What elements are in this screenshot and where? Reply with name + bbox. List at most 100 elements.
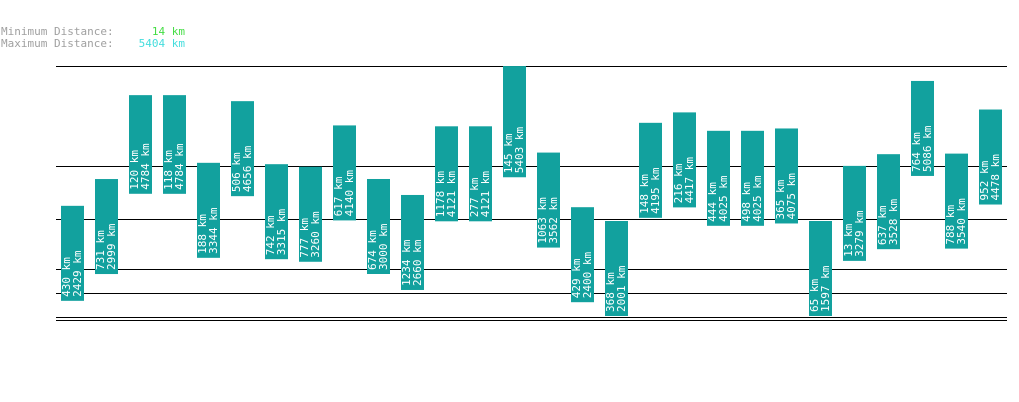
bar-max-label: 2660 km [411,239,424,286]
range-bar [843,165,866,261]
range-bar [367,178,390,274]
bar-min-label: 120 km [128,150,141,190]
bar-min-label: 145 km [502,133,515,173]
bar-min-label: 277 km [468,177,481,217]
range-bar [775,128,798,224]
bar-min-label: 65 km [808,279,821,312]
bar-min-label: 674 km [366,230,379,270]
range-bar [163,95,186,194]
range-bar [945,153,968,249]
bar-max-label: 3279 km [853,210,866,257]
minimum-distance-value: 14 km [151,25,185,38]
bar-max-label: 4417 km [683,157,696,204]
bar-max-label: 4140 km [343,170,356,217]
minimum-distance-label: Minimum Distance: [1,25,114,38]
minimum-distance-stat: Minimum Distance: 14 km [1,26,185,38]
range-bar [333,125,356,221]
bar-min-label: 731 km [94,230,107,270]
bar-min-label: 764 km [910,132,923,172]
bar-min-label: 365 km [774,179,787,219]
range-bar [265,164,288,260]
bar-max-label: 2999 km [105,223,118,270]
bar-max-label: 4025 km [751,175,764,222]
range-bar [129,95,152,194]
bar-min-label: 742 km [264,215,277,255]
bar-min-label: 430 km [60,257,73,297]
maximum-distance-value: 5404 km [138,37,185,50]
bar-min-label: 429 km [570,258,583,298]
bar-max-label: 4121 km [479,171,492,218]
bar-max-label: 3540 km [955,198,968,245]
bar-max-label: 3315 km [275,208,288,255]
bar-max-label: 4784 km [173,143,186,190]
range-bar [605,221,628,316]
bar-min-label: 1234 km [400,239,413,286]
bar-min-label: 506 km [230,152,243,192]
bar-max-label: 4025 km [717,175,730,222]
bar-max-label: 1597 km [819,265,832,312]
bar-max-label: 4195 km [649,167,662,214]
range-bar [435,126,458,222]
maximum-distance-label: Maximum Distance: [1,37,114,50]
bar-max-label: 5403 km [513,127,526,174]
range-bar [979,109,1002,205]
maximum-distance-stat: Maximum Distance: 5404 km [1,38,185,50]
bar-min-label: 637 km [876,205,889,245]
bar-min-label: 777 km [298,218,311,258]
range-bar [809,221,832,316]
range-bar [197,162,220,258]
bar-max-label: 3344 km [207,207,220,254]
range-bar [911,80,934,176]
range-bar [571,207,594,303]
range-bar [95,179,118,275]
bar-max-label: 4075 km [785,173,798,220]
bar-max-label: 3000 km [377,223,390,270]
bar-max-label: 5086 km [921,125,934,172]
range-bar [741,130,764,226]
bar-min-label: 444 km [706,182,719,222]
range-bar [877,154,900,250]
bar-min-label: 1063 km [536,197,549,244]
bar-max-label: 2429 km [71,250,84,297]
bar-max-label: 4784 km [139,143,152,190]
range-bar [401,194,424,290]
bar-min-label: 788 km [944,204,957,244]
range-bar [673,112,696,208]
bar-min-label: 216 km [672,163,685,203]
bar-min-label: 188 km [196,214,209,254]
range-bar [639,122,662,218]
bar-min-label: 13 km [842,223,855,256]
bar-max-label: 2001 km [615,265,628,312]
bar-min-label: 148 km [638,174,651,214]
bar-max-label: 2400 km [581,251,594,298]
range-bar [299,166,322,262]
range-bar [61,205,84,301]
